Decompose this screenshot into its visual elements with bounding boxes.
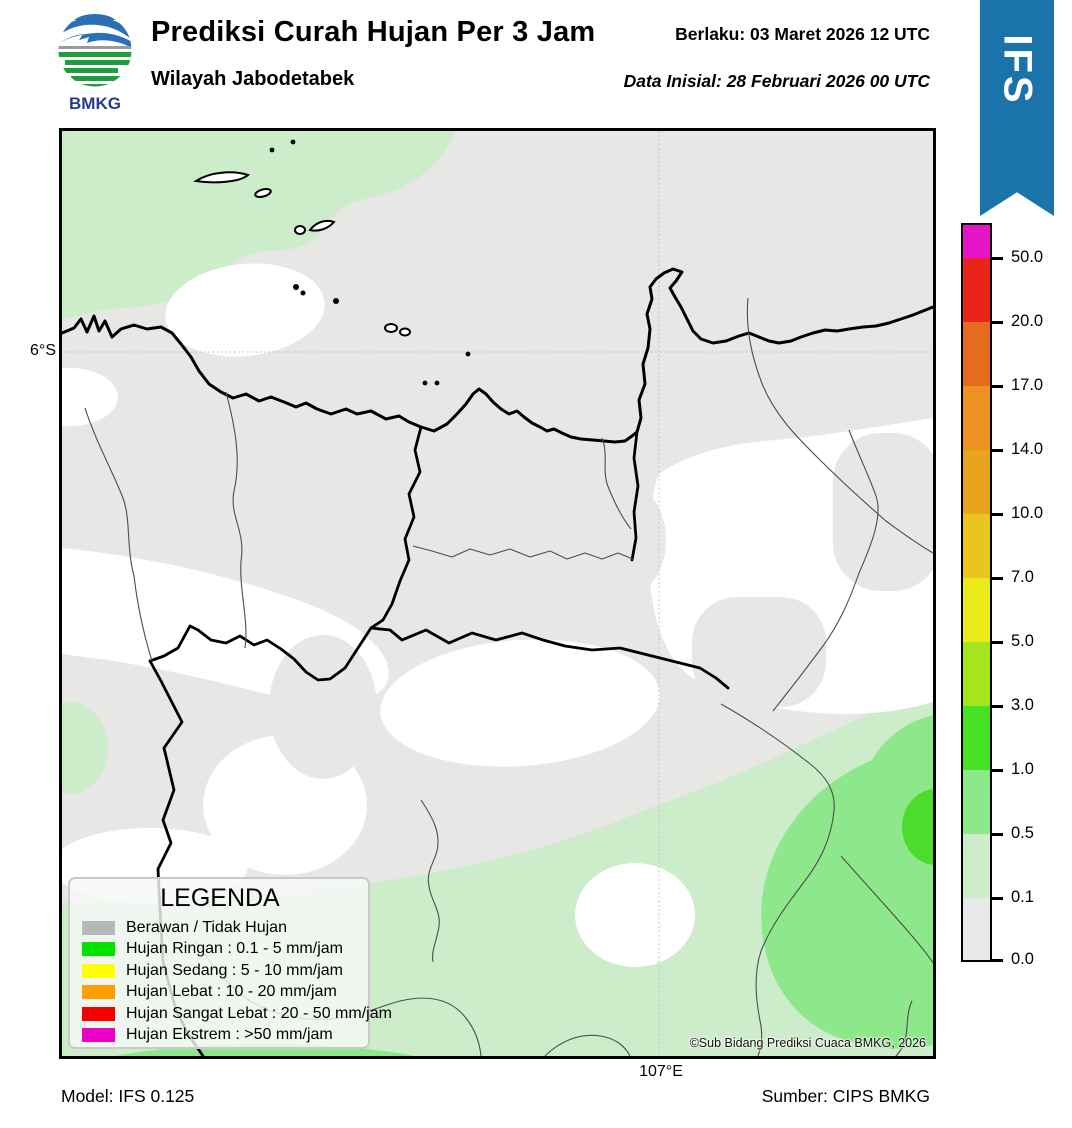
colorbar-tick-label: 20.0 [1011,312,1044,330]
colorbar-tick-label: 0.5 [1011,824,1034,842]
graticule [62,131,933,1056]
bmkg-logo: BMKG [57,12,133,112]
rainfall-colorbar [961,223,992,962]
colorbar-tick [990,832,1003,836]
legend-box: LEGENDA Berawan / Tidak Hujan Hujan Ringa… [68,877,392,1049]
regency-boundaries [84,297,933,1056]
colorbar-tick-label: 5.0 [1011,632,1034,650]
colorbar-tick-label: 10.0 [1011,504,1044,522]
latitude-label: 6°S [30,342,56,359]
colorbar-segment [963,706,990,770]
colorbar-segment [963,450,990,514]
legend-swatch [82,942,115,957]
legend-item: Hujan Lebat : 10 - 20 mm/jam [82,982,358,1004]
colorbar-segment [963,642,990,706]
colorbar-segment [963,386,990,450]
cloudy-overlay-blobs [269,433,933,779]
legend-item: Berawan / Tidak Hujan [82,917,358,939]
colorbar-segment [963,225,990,258]
colorbar-tick [990,768,1003,772]
legend-swatch [82,963,115,978]
colorbar-segment [963,834,990,898]
colorbar-segment [963,770,990,834]
colorbar-tick-label: 0.0 [1011,950,1034,968]
colorbar-tick-label: 1.0 [1011,760,1034,778]
legend-item: Hujan Ekstrem : >50 mm/jam [82,1025,358,1047]
longitude-label: 107°E [639,1063,683,1080]
legend-item-label: Hujan Ekstrem : >50 mm/jam [126,1026,333,1044]
legend-item-label: Hujan Sangat Lebat : 20 - 50 mm/jam [126,1004,392,1022]
colorbar-tick [990,958,1003,962]
initial-data-datetime: Data Inisial: 28 Februari 2026 00 UTC [623,71,930,91]
colorbar-segment [963,514,990,578]
colorbar-tick [990,576,1003,580]
legend-item-label: Hujan Ringan : 0.1 - 5 mm/jam [126,940,343,958]
legend-item: Hujan Ringan : 0.1 - 5 mm/jam [82,939,358,961]
copyright-note: ©Sub Bidang Prediksi Cuaca BMKG, 2026 [689,1036,926,1050]
colorbar-tick-label: 14.0 [1011,440,1044,458]
legend-item-label: Hujan Sedang : 5 - 10 mm/jam [126,961,343,979]
legend-item: Hujan Sedang : 5 - 10 mm/jam [82,960,358,982]
colorbar-tick-label: 17.0 [1011,376,1044,394]
colorbar-tick [990,320,1003,324]
colorbar-tick [990,512,1003,516]
legend-item: Hujan Sangat Lebat : 20 - 50 mm/jam [82,1003,392,1025]
model-ribbon: IFS [980,0,1054,216]
colorbar-tick [990,384,1003,388]
logo-text: BMKG [69,94,121,112]
legend-swatch [82,920,115,935]
colorbar-tick-label: 7.0 [1011,568,1034,586]
colorbar-segment [963,898,990,960]
legend-title: LEGENDA [160,884,280,912]
colorbar-tick [990,448,1003,452]
colorbar-tick [990,704,1003,708]
colorbar-tick-label: 50.0 [1011,248,1044,266]
page-title: Prediksi Curah Hujan Per 3 Jam [151,16,596,48]
valid-datetime: Berlaku: 03 Maret 2026 12 UTC [675,24,930,44]
model-label: Model: IFS 0.125 [61,1086,195,1106]
page-subtitle: Wilayah Jabodetabek [151,68,355,90]
legend-swatch [82,1006,115,1021]
islands [193,139,471,386]
colorbar-segment [963,258,990,322]
colorbar-segment [963,578,990,642]
source-label: Sumber: CIPS BMKG [761,1086,930,1106]
legend-rows: Berawan / Tidak Hujan Hujan Ringan : 0.1 … [82,917,392,1047]
colorbar-tick [990,896,1003,900]
legend-item-label: Hujan Lebat : 10 - 20 mm/jam [126,983,337,1001]
colorbar-tick-label: 0.1 [1011,888,1034,906]
legend-swatch [82,985,115,1000]
colorbar-tick [990,640,1003,644]
rain-strong-region [902,789,933,865]
model-ribbon-label: IFS [995,34,1040,106]
colorbar-segment [963,322,990,386]
legend-swatch [82,1028,115,1043]
legend-item-label: Berawan / Tidak Hujan [126,918,287,936]
colorbar-tick-label: 3.0 [1011,696,1034,714]
colorbar-tick [990,256,1003,260]
coastline [62,267,933,444]
